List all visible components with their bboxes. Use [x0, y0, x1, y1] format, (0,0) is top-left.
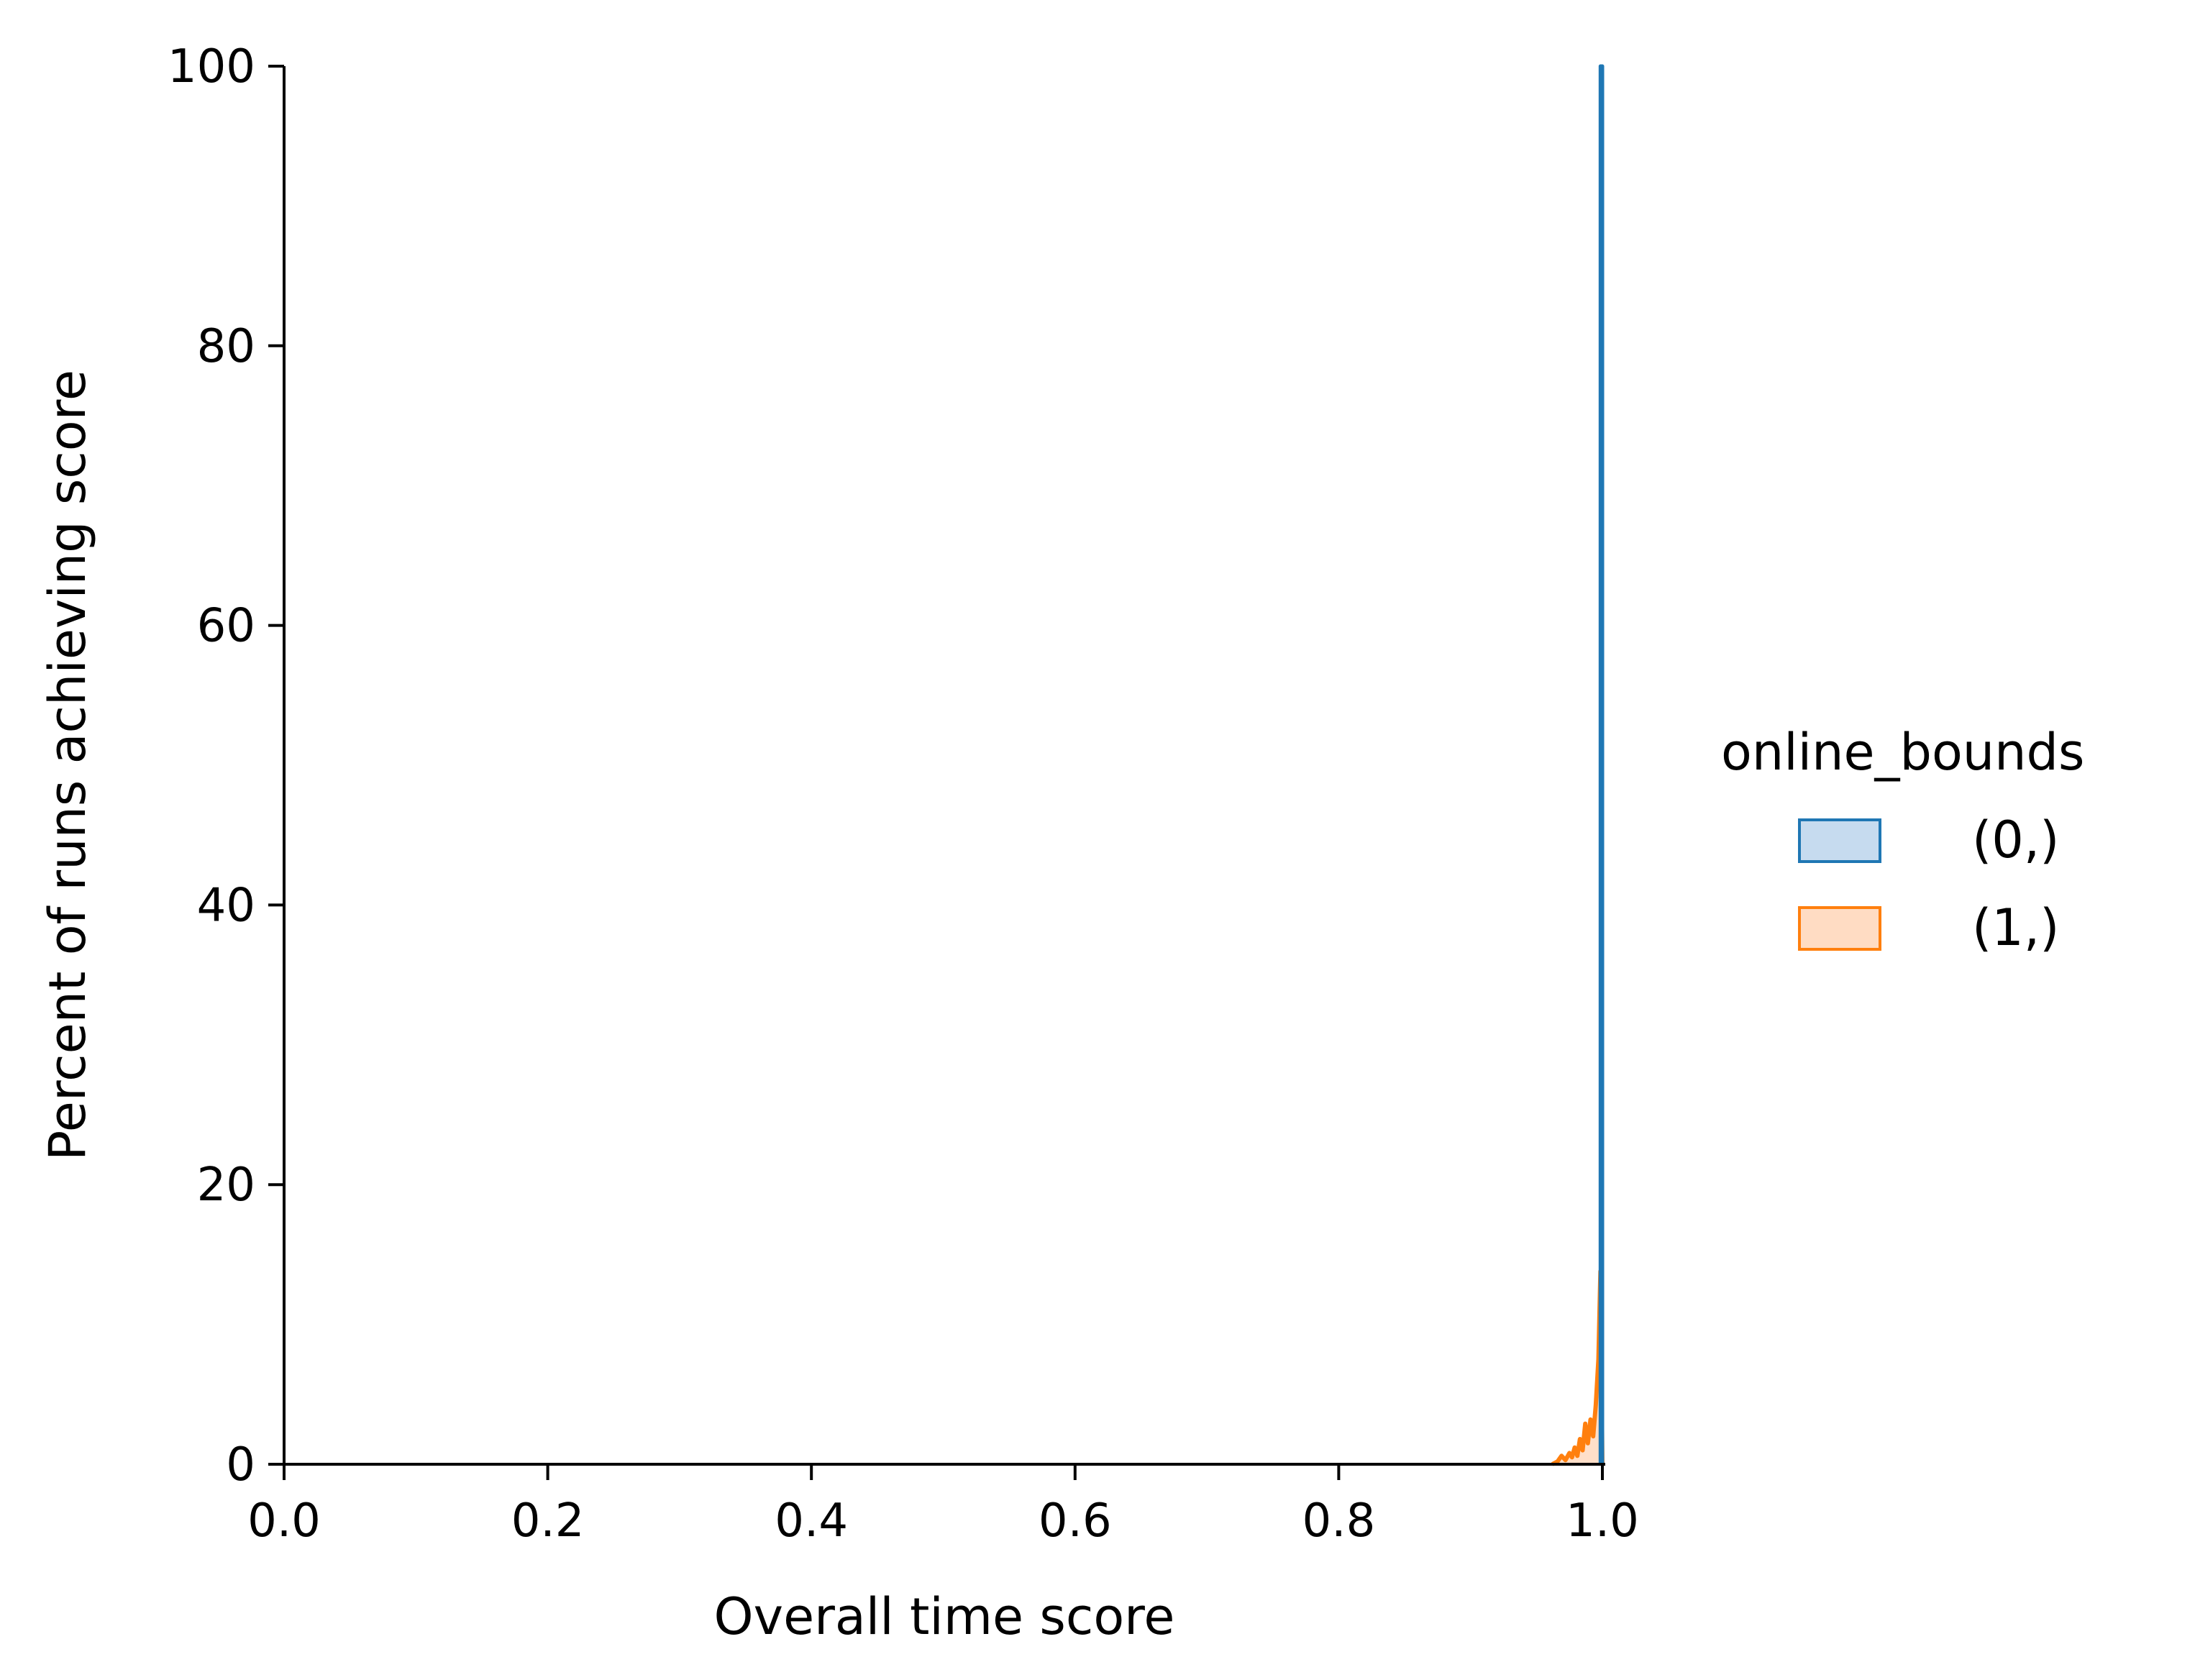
legend-label-0: (0,)	[1972, 811, 2059, 869]
legend-swatch-1	[1798, 906, 1881, 951]
y-tick-label: 0	[226, 1438, 255, 1492]
y-tick-label: 80	[197, 320, 255, 373]
x-ticks: 0.0 0.2 0.4 0.6 0.8 1.0	[247, 1464, 1639, 1548]
y-ticks: 0 20 40 60 80 100	[168, 40, 284, 1492]
y-tick-label: 20	[197, 1159, 255, 1212]
x-tick-label: 0.4	[775, 1494, 848, 1548]
y-tick-label: 60	[197, 600, 255, 653]
x-tick-label: 0.8	[1302, 1494, 1376, 1548]
y-axis-label: Percent of runs achieving score	[38, 370, 97, 1161]
plot-series	[1551, 64, 1605, 1466]
x-tick-label: 0.6	[1039, 1494, 1112, 1548]
x-tick-label: 0.2	[511, 1494, 585, 1548]
legend-title: online_bounds	[1721, 723, 2084, 782]
legend-swatch-0	[1798, 818, 1881, 863]
x-tick-label: 1.0	[1566, 1494, 1639, 1548]
x-axis-label: Overall time score	[714, 1587, 1175, 1646]
x-tick-label: 0.0	[247, 1494, 321, 1548]
series-line-1	[1551, 1269, 1605, 1466]
legend-label-1: (1,)	[1972, 898, 2059, 957]
y-tick-label: 100	[168, 40, 255, 93]
y-tick-label: 40	[197, 879, 255, 932]
legend: online_bounds (0,) (1,)	[1721, 723, 2084, 957]
series-line-0	[1598, 64, 1605, 1464]
series-area-1	[1552, 1271, 1602, 1464]
